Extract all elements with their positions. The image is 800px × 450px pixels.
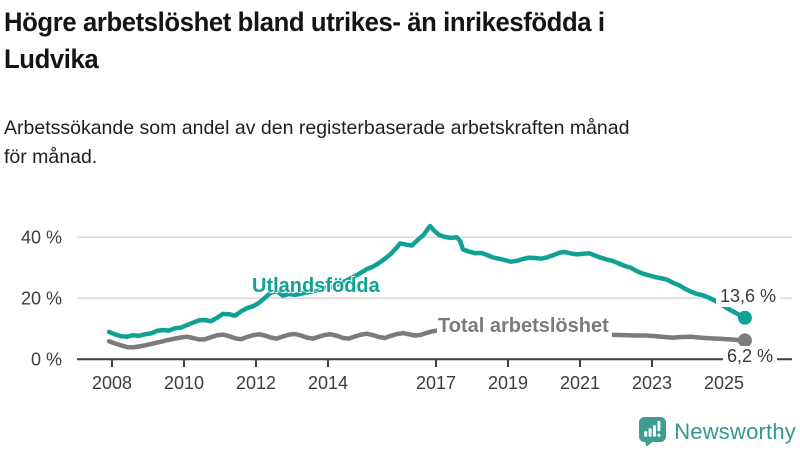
page-title: Högre arbetslöshet bland utrikes- än inr… <box>4 4 774 78</box>
newsworthy-logo-icon <box>639 417 667 447</box>
newsworthy-logo[interactable]: Newsworthy <box>638 416 796 447</box>
x-tick-label-2017: 2017 <box>416 373 456 393</box>
value-label-utlandsfodda: 13,6 % <box>716 286 781 307</box>
line-chart: 40 % 20 % 0 % 2008 2010 2012 2014 2017 2… <box>0 195 800 410</box>
series-label-utlandsfodda: Utlandsfödda <box>252 275 380 297</box>
bar-chart-glyph <box>644 420 661 437</box>
x-tick-label-2008: 2008 <box>92 373 132 393</box>
value-label-total-arbetsloshet: 6,2 % <box>723 346 778 367</box>
x-tick-label-2010: 2010 <box>164 373 204 393</box>
series-end-dot-0 <box>737 310 752 325</box>
x-tick-label-2023: 2023 <box>632 373 672 393</box>
series-end-dot-1 <box>737 333 752 348</box>
y-axis-label-40: 40 % <box>21 228 62 248</box>
x-tick-label-2021: 2021 <box>560 373 600 393</box>
x-tick-label-2014: 2014 <box>308 373 348 393</box>
newsworthy-logo-text: Newsworthy <box>674 418 796 444</box>
y-axis-label-20: 20 % <box>21 289 62 309</box>
page-title-line-1: Högre arbetslöshet bland utrikes- än inr… <box>4 7 605 37</box>
x-axis-ticks <box>111 359 725 367</box>
series-line-0 <box>106 223 748 339</box>
x-tick-label-2025: 2025 <box>704 373 744 393</box>
y-axis-label-0: 0 % <box>31 350 62 370</box>
x-tick-label-2012: 2012 <box>236 373 276 393</box>
chart-subtitle-line-1: Arbetssökande som andel av den registerb… <box>4 117 630 139</box>
series-line-1 <box>106 327 748 350</box>
x-tick-label-2019: 2019 <box>488 373 528 393</box>
chart-subtitle: Arbetssökande som andel av den registerb… <box>4 114 800 172</box>
x-axis-labels: 2008 2010 2012 2014 2017 2019 2021 2023 … <box>92 373 744 393</box>
chart-canvas: 40 % 20 % 0 % 2008 2010 2012 2014 2017 2… <box>21 223 792 393</box>
series-layer <box>106 223 752 350</box>
page-title-line-2: Ludvika <box>4 44 99 74</box>
series-label-total-arbetsloshet: Total arbetslöshet <box>437 315 612 338</box>
chart-subtitle-line-2: för månad. <box>4 146 98 168</box>
